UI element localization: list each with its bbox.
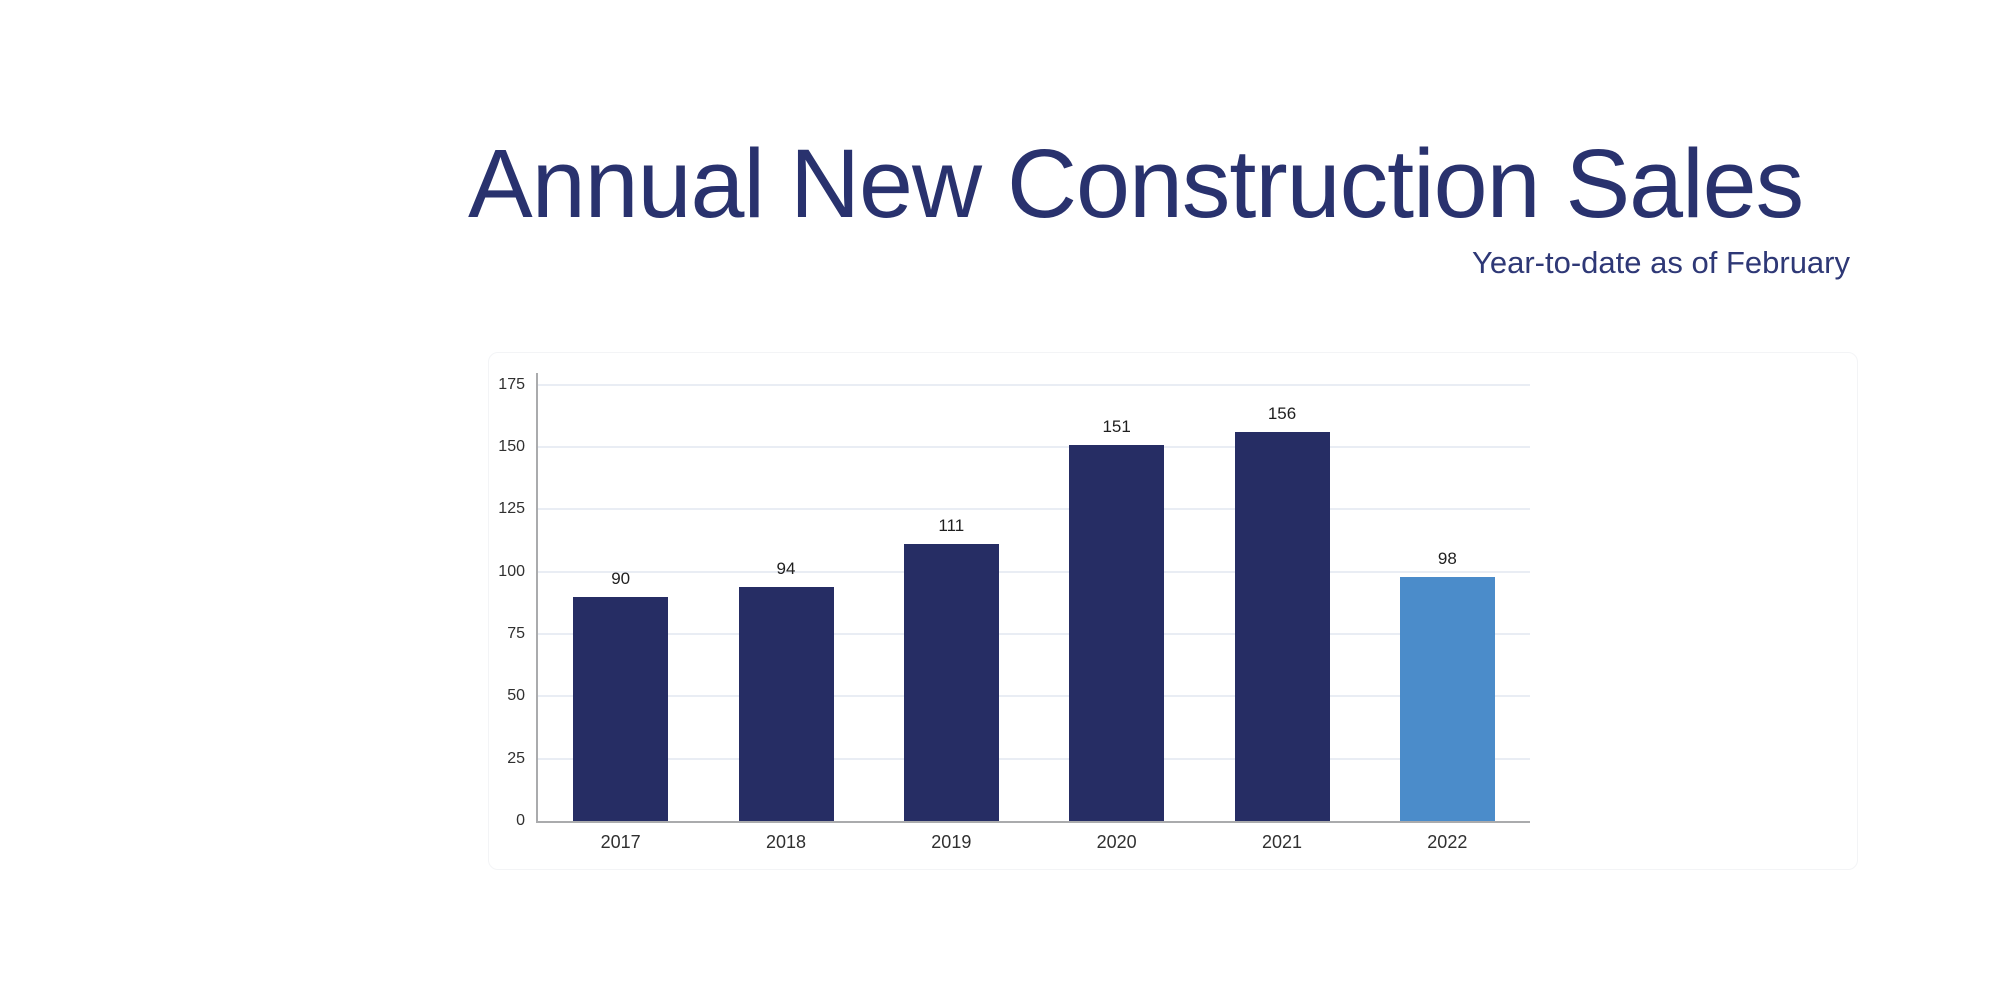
bar-2017: [573, 596, 669, 821]
bar-value-label: 98: [1437, 548, 1457, 568]
bar-2019: [903, 544, 999, 821]
bar-2021: [1234, 432, 1330, 821]
bar-value-label: 111: [938, 516, 965, 536]
x-tick-label: 2020: [1096, 832, 1137, 852]
bar-value-label: 94: [776, 558, 796, 578]
x-tick-label: 2018: [765, 832, 807, 852]
bar-2020: [1069, 444, 1165, 821]
x-tick-label: 2019: [931, 832, 972, 852]
bar-value-label: 156: [1267, 404, 1297, 424]
x-tick-label: 2021: [1261, 832, 1303, 852]
chart-title: Annual New Construction Sales: [468, 129, 1804, 238]
y-tick-label: 25: [507, 749, 525, 767]
chart-container: [488, 352, 1858, 870]
y-tick-label: 75: [507, 625, 525, 642]
y-tick-label: 125: [498, 500, 525, 518]
y-tick-label: 150: [498, 438, 525, 456]
y-tick-label: 100: [498, 562, 525, 580]
x-tick-label: 2017: [600, 832, 641, 852]
gridline: [538, 633, 1530, 636]
gridline: [538, 695, 1530, 698]
chart-subtitle: Year-to-date as of February: [1472, 245, 1850, 280]
bar-2018: [738, 586, 834, 821]
y-tick-label: 0: [516, 812, 525, 829]
y-tick-label: 50: [507, 687, 525, 705]
gridline: [538, 508, 1530, 511]
gridline: [538, 757, 1530, 760]
bar-2022: [1399, 576, 1495, 821]
gridline: [538, 446, 1530, 449]
bar-value-label: 90: [611, 568, 631, 588]
plot-area: 0 25 50 75 100 125 150 175 90 2017 94 2018 111 2019 15…: [498, 373, 1530, 852]
x-tick-label: 2022: [1427, 832, 1468, 852]
gridline: [538, 570, 1530, 573]
gridline: [538, 383, 1530, 386]
y-tick-label: 175: [498, 375, 525, 393]
bar-value-label: 151: [1102, 416, 1131, 436]
